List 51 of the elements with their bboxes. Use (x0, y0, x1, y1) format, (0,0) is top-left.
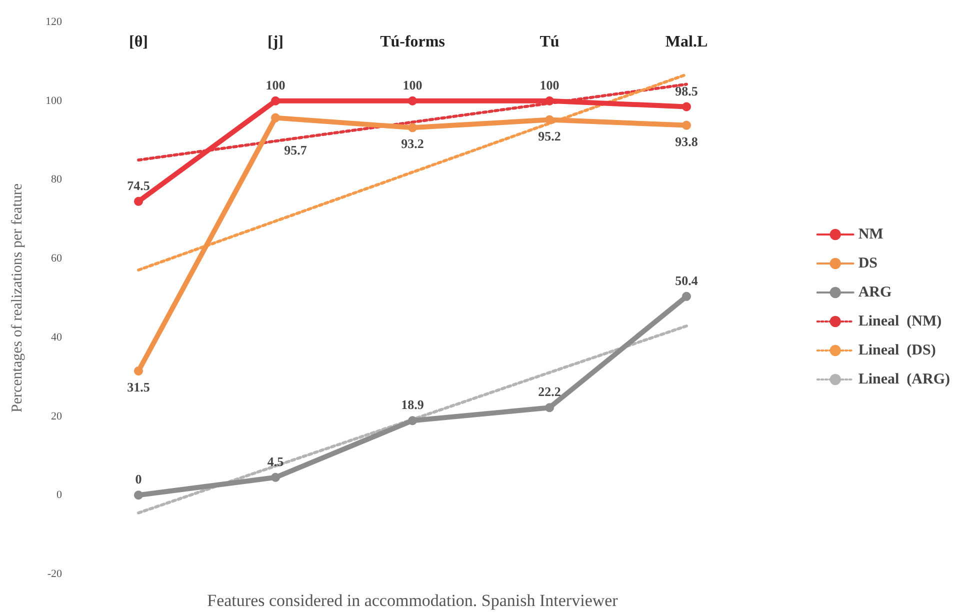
y-tick-label: 60 (51, 252, 62, 265)
point (271, 96, 280, 106)
point (545, 403, 554, 412)
data-label: 50.4 (675, 272, 698, 288)
legend-label: DS (858, 256, 878, 272)
y-tick-label: 120 (46, 16, 62, 28)
point (271, 472, 280, 482)
data-label: 100 (402, 77, 422, 92)
data-label: 95.7 (284, 142, 308, 158)
data-label: 98.5 (675, 83, 698, 98)
point (134, 196, 143, 206)
data-label: 74.5 (127, 178, 150, 193)
data-label: 0 (135, 472, 142, 487)
y-tick-label: 40 (51, 331, 62, 344)
y-tick-label: 100 (46, 94, 62, 107)
x-tick-label: Mal.L (665, 34, 708, 50)
data-label: 93.8 (675, 134, 698, 149)
point (682, 102, 691, 112)
legend-label: ARG (858, 284, 892, 300)
data-label: 4.5 (267, 454, 284, 469)
x-axis-title: Features considered in accommodation. Spanish Interviewer (207, 591, 618, 610)
point (682, 120, 691, 130)
point (408, 123, 417, 132)
data-label: 18.9 (401, 397, 424, 412)
y-tick-label: 20 (51, 410, 62, 422)
legend-label: NM (858, 226, 884, 242)
data-label: 95.2 (538, 128, 561, 144)
point (545, 96, 554, 106)
data-label: 22.2 (538, 384, 561, 400)
x-tick-label: [j] (268, 34, 284, 50)
point (134, 366, 143, 376)
data-label: 100 (266, 77, 286, 92)
y-tick-label: 80 (51, 174, 62, 186)
point (545, 115, 554, 124)
y-tick-label: -20 (47, 568, 62, 580)
point (271, 113, 280, 122)
point (134, 490, 143, 500)
data-label: 31.5 (127, 379, 150, 394)
point (408, 96, 417, 106)
legend-label: Lineal (ARG) (858, 372, 950, 388)
legend-label: Lineal (DS) (858, 342, 936, 358)
data-label: 93.2 (401, 136, 424, 152)
x-tick-label: Tú-forms (380, 34, 445, 50)
point (408, 416, 417, 426)
y-axis-title: Percentages of realizations per feature (10, 183, 26, 413)
x-tick-label: Tú (540, 34, 560, 50)
y-tick-label: 0 (56, 489, 62, 502)
data-label: 100 (540, 77, 560, 92)
legend-label: Lineal (NM) (858, 314, 942, 330)
point (682, 292, 691, 301)
x-tick-label: [θ] (128, 34, 148, 50)
